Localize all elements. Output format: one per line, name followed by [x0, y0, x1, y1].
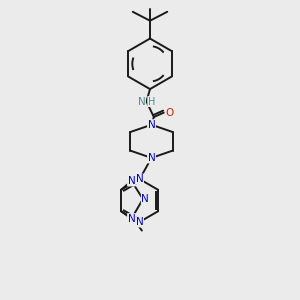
Text: O: O [165, 107, 173, 118]
Text: N: N [136, 174, 143, 184]
Text: N: N [137, 97, 145, 106]
Text: N: N [148, 120, 155, 130]
Text: N: N [128, 176, 135, 186]
Text: N: N [141, 194, 149, 204]
Text: N: N [136, 217, 143, 227]
Text: H: H [148, 97, 155, 106]
Text: N: N [128, 214, 135, 224]
Text: N: N [148, 153, 155, 163]
